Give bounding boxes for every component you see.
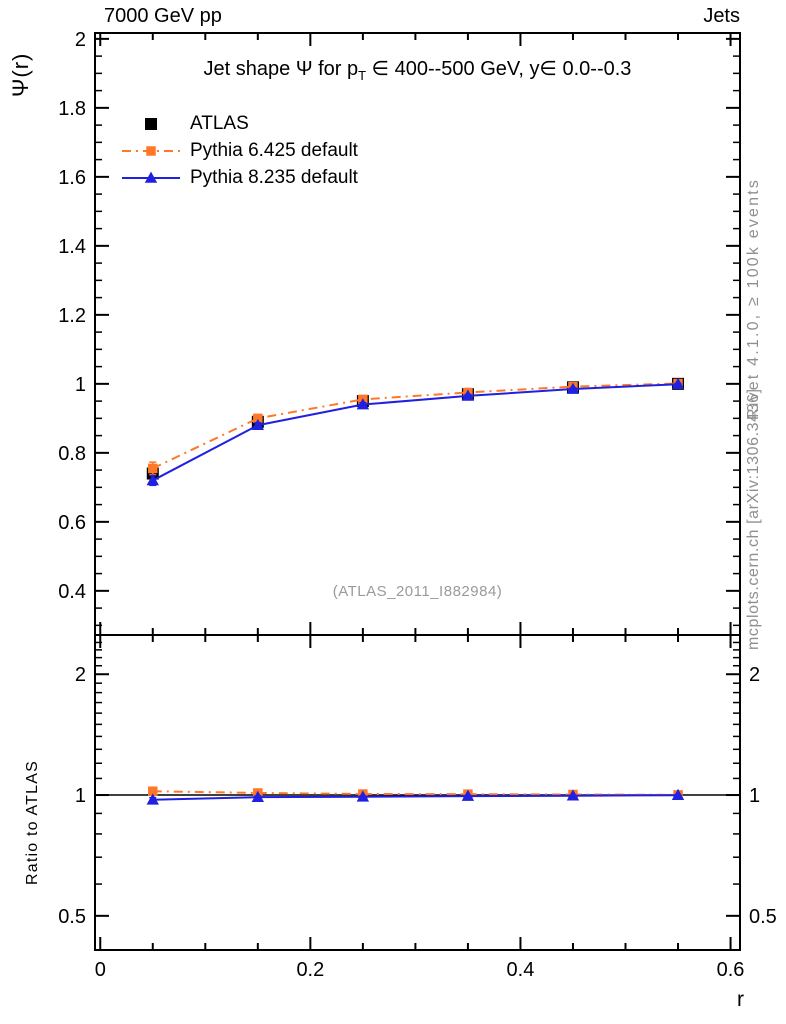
x-tick-label: 0.6 [717, 959, 745, 981]
main-panel-frame [94, 32, 741, 636]
atlas-marker-icon [145, 117, 157, 130]
legend-row-pythia8: Pythia 8.235 default [120, 164, 358, 191]
series-ratio-2 [146, 788, 685, 805]
analysis-group-label: Jets [703, 5, 740, 27]
plot-title-subscript: T [358, 68, 367, 83]
ratio-point [566, 789, 580, 801]
beam-energy-label: 7000 GeV pp [104, 5, 222, 27]
main-y-tick-label: 0.6 [58, 512, 86, 534]
ratio-line [152, 794, 679, 801]
ratio-point [356, 790, 370, 802]
ratio-y-tick-label-left: 1 [75, 785, 86, 807]
ratio-point [146, 793, 159, 805]
ratio-point [461, 789, 475, 801]
data-point [356, 398, 370, 410]
x-axis-title: r [737, 988, 744, 1011]
analysis-id-watermark: (ATLAS_2011_I882984) [332, 583, 503, 600]
data-point [671, 377, 685, 389]
plot-title-post: ∈ 400--500 GeV, y∈ 0.0--0.3 [366, 58, 632, 80]
x-tick-label: 0.2 [296, 959, 324, 981]
ratio-point [148, 786, 158, 796]
main-y-tick-label: 1 [75, 374, 86, 396]
main-y-tick-label: 1.8 [58, 98, 86, 120]
data-point [148, 463, 158, 474]
legend-label-pythia6: Pythia 6.425 default [190, 139, 358, 161]
x-tick-label: 0.4 [507, 959, 535, 981]
ratio-y-tick-label-right: 2 [749, 664, 760, 686]
legend-marker [146, 145, 156, 156]
x-tick-label: 0 [95, 959, 106, 981]
plot-title: Jet shape Ψ for pT ∈ 400--500 GeV, y∈ 0.… [95, 56, 740, 83]
ratio-line [152, 790, 679, 796]
legend: ATLAS Pythia 6.425 default Pythia 8.235 … [120, 110, 358, 191]
data-point [566, 382, 580, 394]
main-y-tick-label: 2 [75, 29, 86, 51]
main-y-tick-label: 1.6 [58, 167, 86, 189]
data-point [251, 418, 265, 431]
main-y-tick-label: 1.2 [58, 305, 86, 327]
pythia8-line-marker-icon [122, 171, 180, 183]
main-y-tick-label: 1.4 [58, 236, 86, 258]
data-point [461, 389, 475, 401]
legend-label-atlas: ATLAS [190, 112, 249, 134]
legend-label-pythia8: Pythia 8.235 default [190, 166, 358, 188]
series-main-0 [146, 377, 685, 480]
ratio-y-tick-label-left: 2 [75, 664, 86, 686]
ratio-point [251, 790, 265, 802]
pythia6-line-marker-icon [122, 145, 180, 156]
main-y-tick-label: 0.8 [58, 443, 86, 465]
data-point [146, 474, 159, 486]
ratio-point [671, 788, 685, 801]
series-line [152, 382, 679, 470]
data-point [253, 413, 263, 424]
main-y-tick-label: 0.4 [58, 581, 86, 603]
plot-title-pre: Jet shape Ψ for p [203, 58, 359, 80]
series-main-2 [146, 377, 685, 487]
series-line [152, 383, 679, 482]
ratio-y-tick-label-right: 1 [749, 785, 760, 807]
series-main-1 [148, 378, 683, 476]
legend-marker [145, 117, 157, 130]
legend-row-atlas: ATLAS [120, 110, 358, 137]
ratio-y-tick-label-left: 0.5 [58, 906, 86, 928]
legend-row-pythia6: Pythia 6.425 default [120, 137, 358, 164]
legend-marker [144, 171, 158, 183]
ratio-y-tick-label-right: 0.5 [749, 906, 777, 928]
ratio-panel-frame [94, 634, 741, 951]
